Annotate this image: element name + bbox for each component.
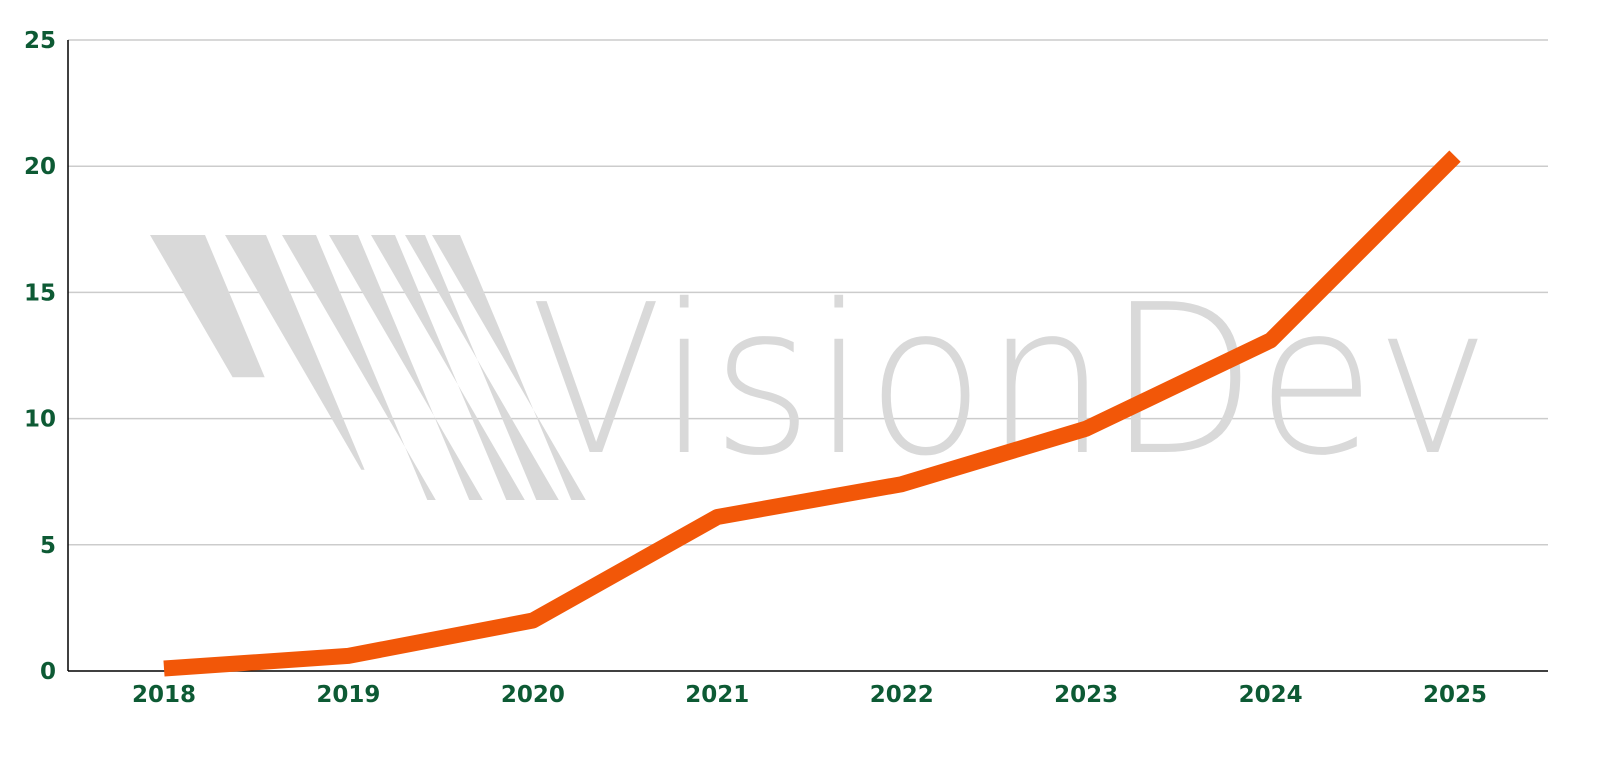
y-tick-label: 0: [40, 659, 56, 685]
y-tick-label: 15: [24, 280, 56, 306]
series-line: [163, 150, 1461, 677]
watermark-logo-stripe: [432, 235, 586, 500]
y-tick-label: 5: [40, 533, 56, 559]
x-tick-label: 2023: [1054, 682, 1118, 708]
x-tick-label: 2021: [685, 682, 749, 708]
watermark-logo-stripe: [225, 235, 365, 470]
x-tick-label: 2018: [132, 682, 196, 708]
y-tick-label: 25: [24, 28, 56, 54]
x-tick-labels: 2018 2019 2020 2021 2022 2023 2024 2025: [132, 682, 1487, 708]
watermark-logo-stripe: [150, 235, 265, 378]
x-tick-label: 2024: [1239, 682, 1303, 708]
watermark-logo-stripe: [405, 235, 559, 500]
x-tick-label: 2025: [1423, 682, 1487, 708]
x-tick-label: 2019: [316, 682, 380, 708]
watermark-logo-stripe: [282, 235, 436, 500]
y-tick-label: 20: [24, 154, 56, 180]
watermark-text: VisionDev: [530, 260, 1490, 501]
series-layer: [163, 150, 1461, 677]
x-tick-label: 2022: [870, 682, 934, 708]
axes-layer: [67, 40, 1548, 672]
y-tick-label: 10: [24, 407, 56, 433]
watermark-logo-stripe: [329, 235, 483, 500]
x-tick-label: 2020: [501, 682, 565, 708]
y-tick-labels: 0 5 10 15 20 25: [24, 28, 56, 685]
grid-layer: [68, 39, 1548, 546]
visiondev-watermark: VisionDev: [150, 235, 1490, 501]
visiondev-logo-icon: [150, 235, 586, 500]
watermark-logo-stripe: [371, 235, 525, 500]
